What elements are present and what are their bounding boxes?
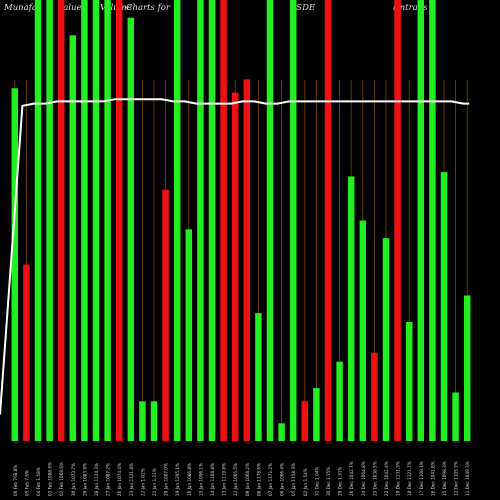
volume-bar — [301, 401, 309, 441]
x-tick-label: 29 Jan 1083.8% — [82, 463, 87, 496]
x-tick-label: 27 Jan 1087.2% — [106, 463, 111, 496]
average-line — [0, 98, 470, 415]
chart-title-part: (Intrans — [393, 3, 428, 13]
chart-title: Munafa Value Volume Charts for BSDE (Int… — [4, 3, 496, 17]
volume-bar — [11, 88, 19, 441]
volume-bar — [255, 313, 262, 441]
x-tick-label: 16 Jan 1086.8% — [187, 463, 192, 496]
volume-bar — [417, 0, 425, 441]
chart-title-part: Value — [58, 3, 82, 13]
x-tick-label: 05 Jan 1158.3% — [291, 463, 296, 496]
x-tick-label: 12 Jan 1065.5% — [233, 463, 238, 496]
x-tick-label: 24 Dec 1064.8% — [361, 461, 366, 496]
x-tick-label: 13 Jan 1119.8% — [222, 463, 227, 496]
x-tick-label: 26 Dec 1042.7% — [349, 461, 354, 496]
x-tick-label: 15 Dec 1098.3% — [442, 461, 447, 496]
x-tick-label: 20 Jan 1007.0% — [164, 463, 169, 496]
chart-title-part: Munafa — [4, 3, 37, 13]
x-tick-label: 31 Dec 1.04% — [314, 467, 319, 496]
x-tick-label: 06 Feb 768.8% — [13, 465, 18, 496]
x-tick-label: 23 Jan 1121.8% — [129, 463, 134, 496]
volume-bar — [208, 0, 216, 441]
x-tick-label: 14 Jan 1108.8% — [210, 463, 215, 496]
volume-bar — [347, 176, 355, 441]
volume-bar — [69, 35, 77, 441]
x-tick-label: 23 Dec 1038.5% — [372, 461, 377, 496]
volume-bar — [429, 0, 436, 441]
volume-bar — [220, 0, 227, 441]
x-tick-label: 30 Jan 1073.7% — [71, 463, 76, 496]
volume-bar — [162, 189, 169, 441]
volume-bar — [359, 220, 367, 441]
volume-bar — [231, 92, 239, 442]
volume-bar — [115, 0, 123, 441]
volume-bar — [394, 0, 401, 441]
volume-bar — [81, 0, 88, 441]
volume-bar — [382, 238, 390, 441]
volume-bar — [104, 0, 111, 441]
x-tick-label: 17 Dec 1108.1% — [419, 461, 424, 496]
volume-bar — [92, 0, 100, 441]
volume-bar — [150, 401, 158, 441]
x-tick-label: 19 Dec 1131.3% — [396, 461, 401, 496]
volume-bar — [185, 229, 193, 441]
x-tick-label: 22 Jan 1.02% — [140, 468, 145, 496]
volume-bar — [324, 0, 332, 441]
volume-bar — [139, 401, 146, 441]
volume-bar — [23, 264, 30, 441]
x-tick-label: 18 Dec 1121.7% — [407, 461, 412, 496]
x-tick-label: 12 Dec 1105.7% — [454, 461, 459, 496]
volume-bar — [371, 352, 378, 441]
volume-bar — [452, 392, 459, 441]
x-tick-label: 02 Feb 1068.6% — [59, 462, 64, 496]
x-tick-label: 21 Jan 1.21% — [152, 468, 157, 496]
volume-bar — [197, 0, 204, 441]
volume-bar — [34, 0, 42, 441]
x-tick-label: 11 Dec 1049.3% — [465, 461, 470, 496]
volume-bar — [289, 0, 297, 441]
volume-bar — [173, 0, 181, 441]
volume-bar — [127, 17, 135, 441]
x-tick-label: 29 Dec 1.31% — [338, 467, 343, 496]
chart-title-part: Charts for — [126, 3, 170, 13]
chart-title-part: Volume — [100, 3, 132, 13]
x-tick-label: 28 Jan 1124.3% — [94, 463, 99, 496]
average-line-path — [0, 98, 470, 415]
chart-title-part: BSDE — [290, 3, 316, 13]
x-tick-label: 30 Dec 1.75% — [326, 467, 331, 496]
x-tick-label: 26 Jan 1074.4% — [117, 463, 122, 496]
volume-bar — [243, 79, 251, 441]
x-tick-label: 03 Feb 1088.6% — [48, 462, 53, 496]
volume-bar — [440, 171, 448, 442]
volume-bar — [336, 361, 343, 441]
x-tick-label: 07 Jan 1171.2% — [268, 463, 273, 496]
x-tick-label: 15 Jan 1096.1% — [198, 463, 203, 496]
x-tick-label: 09 Jan 1068.2% — [245, 463, 250, 496]
x-tick-label: 04 Feb 1.58% — [36, 467, 41, 496]
x-tick-label: 22 Dec 1042.4% — [384, 461, 389, 496]
x-tick-label: 19 Jan 1295.1% — [175, 463, 180, 496]
x-tick-label: 05 Feb 7.6% — [24, 470, 29, 496]
volume-bar — [266, 0, 274, 441]
x-tick-label: 08 Jan 1178.6% — [256, 463, 261, 496]
volume-bar — [463, 295, 471, 441]
volume-bar — [57, 0, 65, 441]
volume-bar — [46, 0, 53, 441]
volume-bar — [405, 321, 413, 441]
x-tick-label: 06 Jan 1066.4% — [280, 463, 285, 496]
bars — [11, 0, 471, 442]
x-tick-label: 16 Dec 1041.8% — [430, 461, 435, 496]
x-tick-label: 02 Jan 1.54% — [303, 468, 308, 496]
tick-labels: 06 Feb 768.8% 05 Feb 7.6% 04 Feb 1.58% 03 F… — [13, 461, 470, 496]
volume-bar — [313, 388, 320, 441]
volume-bar — [278, 423, 285, 441]
